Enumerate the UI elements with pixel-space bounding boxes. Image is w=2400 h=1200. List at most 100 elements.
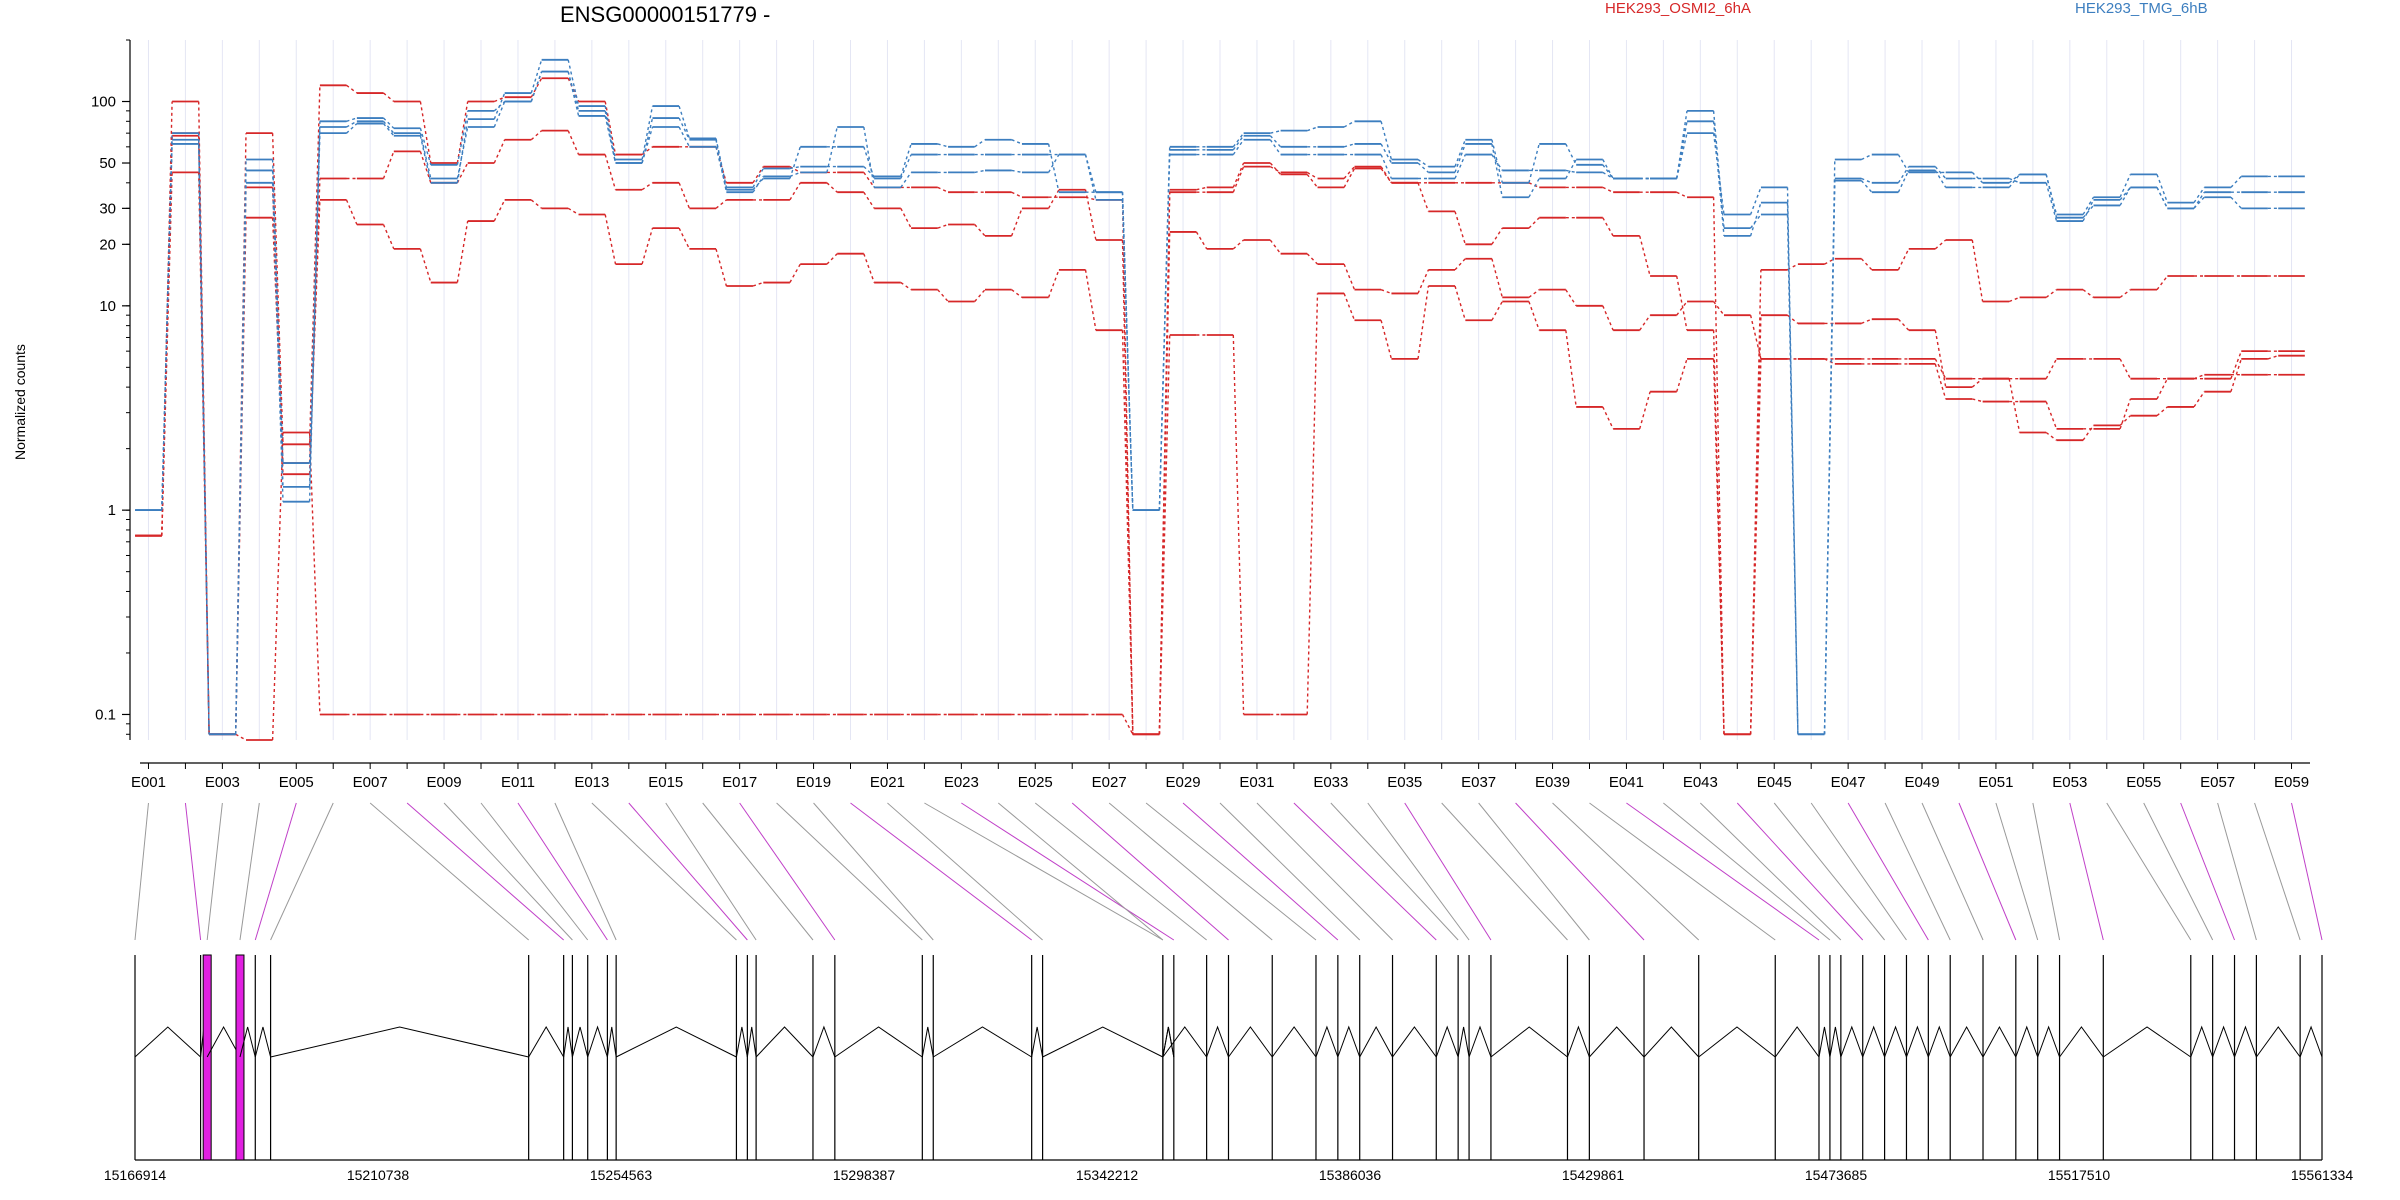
exon-link — [997, 802, 1164, 941]
intron-line — [1818, 1026, 1831, 1058]
genome-tick-label: 15254563 — [590, 1167, 653, 1183]
x-tick-label: E027 — [1092, 774, 1127, 791]
exon-link — [1552, 802, 1700, 941]
intron-line — [1906, 1025, 1929, 1058]
intron-line — [254, 1026, 272, 1058]
intron-line — [1588, 1026, 1645, 1058]
genome-tick-label: 15517510 — [2048, 1167, 2111, 1183]
genome-tick-label: 15429861 — [1562, 1167, 1625, 1183]
intron-line — [812, 1025, 836, 1058]
intron-line — [1840, 1025, 1864, 1058]
x-tick-label: E037 — [1461, 774, 1496, 791]
intron-line — [1206, 1025, 1229, 1058]
intron-line — [1643, 1026, 1700, 1058]
exon-link — [134, 802, 149, 941]
exon-link — [1995, 802, 2039, 941]
intron-line — [1042, 1026, 1164, 1058]
exon-link — [369, 802, 529, 941]
legend-entry-tmg: HEK293_TMG_6hB — [2075, 0, 2208, 17]
x-tick-label: E049 — [1905, 774, 1940, 791]
y-tick-label: 0.1 — [95, 706, 116, 723]
x-tick-label: E033 — [1313, 774, 1348, 791]
exon-link — [1182, 802, 1339, 941]
intron-line — [1228, 1026, 1273, 1058]
exon-link — [2217, 802, 2257, 941]
x-tick-label: E059 — [2274, 774, 2309, 791]
exon-link — [1847, 802, 1929, 941]
exon-link — [739, 802, 836, 941]
intron-line — [1698, 1026, 1776, 1058]
x-tick-label: E039 — [1535, 774, 1570, 791]
exon-link — [1108, 802, 1273, 941]
intron-line — [2299, 1025, 2323, 1058]
intron-line — [2059, 1026, 2104, 1058]
exon-link — [1699, 802, 1842, 941]
exon-link — [1071, 802, 1229, 941]
intron-line — [606, 1026, 617, 1058]
exon-link — [517, 802, 608, 941]
genome-tick-label: 15342212 — [1076, 1167, 1139, 1183]
exon-link — [206, 802, 223, 941]
genome-tick-label: 15210738 — [347, 1167, 410, 1183]
exon-link — [924, 802, 1164, 941]
genome-tick-label: 15386036 — [1319, 1167, 1382, 1183]
exon-link — [1773, 802, 1885, 941]
exon-link — [628, 802, 748, 941]
x-tick-label: E045 — [1757, 774, 1792, 791]
chart-title: ENSG00000151779 - — [560, 2, 771, 27]
y-tick-label: 10 — [99, 298, 116, 315]
intron-line — [755, 1026, 814, 1058]
intron-line — [1271, 1026, 1317, 1058]
exon-link — [1256, 802, 1393, 941]
exon-link — [1515, 802, 1645, 941]
intron-line — [1490, 1026, 1568, 1058]
intron-line — [1359, 1025, 1393, 1058]
exon-link — [1810, 802, 1907, 941]
x-tick-label: E005 — [279, 774, 314, 791]
intron-line — [239, 1026, 256, 1058]
intron-line — [528, 1026, 565, 1058]
y-tick-label: 1 — [108, 502, 116, 519]
exon-link — [1589, 802, 1776, 941]
x-tick-label: E035 — [1387, 774, 1422, 791]
exon-link — [1958, 802, 2017, 941]
exon-link — [961, 802, 1175, 941]
exon-link — [406, 802, 564, 941]
x-tick-label: E007 — [353, 774, 388, 791]
exon-link — [1921, 802, 1984, 941]
intron-line — [2255, 1026, 2301, 1058]
exon-link — [443, 802, 573, 941]
intron-line — [1862, 1025, 1886, 1058]
intron-line — [1774, 1026, 1820, 1058]
intron-line — [1982, 1025, 2017, 1058]
intron-line — [2234, 1025, 2257, 1058]
x-tick-label: E019 — [796, 774, 831, 791]
intron-line — [1884, 1025, 1907, 1058]
exon-link — [2180, 802, 2235, 941]
intron-line — [746, 1026, 757, 1058]
intron-line — [571, 1026, 589, 1058]
y-tick-label: 20 — [99, 236, 116, 253]
exon-link — [2254, 802, 2301, 941]
x-tick-label: E001 — [131, 774, 166, 791]
intron-line — [1949, 1025, 1984, 1058]
x-tick-label: E057 — [2200, 774, 2235, 791]
series-connector — [161, 133, 2279, 741]
x-tick-label: E029 — [1166, 774, 1201, 791]
intron-line — [270, 1026, 529, 1058]
exon-link — [1404, 802, 1492, 941]
intron-line — [921, 1026, 934, 1058]
exon-link — [2032, 802, 2061, 941]
genome-tick-label: 15561334 — [2291, 1167, 2354, 1183]
intron-line — [1457, 1026, 1470, 1058]
exon-link — [1663, 802, 1831, 941]
exon-link — [239, 802, 260, 941]
exon-link — [813, 802, 934, 941]
x-tick-label: E055 — [2126, 774, 2161, 791]
exon-link — [776, 802, 923, 941]
intron-line — [1435, 1025, 1459, 1058]
x-tick-label: E051 — [1978, 774, 2013, 791]
x-tick-label: E043 — [1683, 774, 1718, 791]
intron-line — [134, 1026, 201, 1058]
